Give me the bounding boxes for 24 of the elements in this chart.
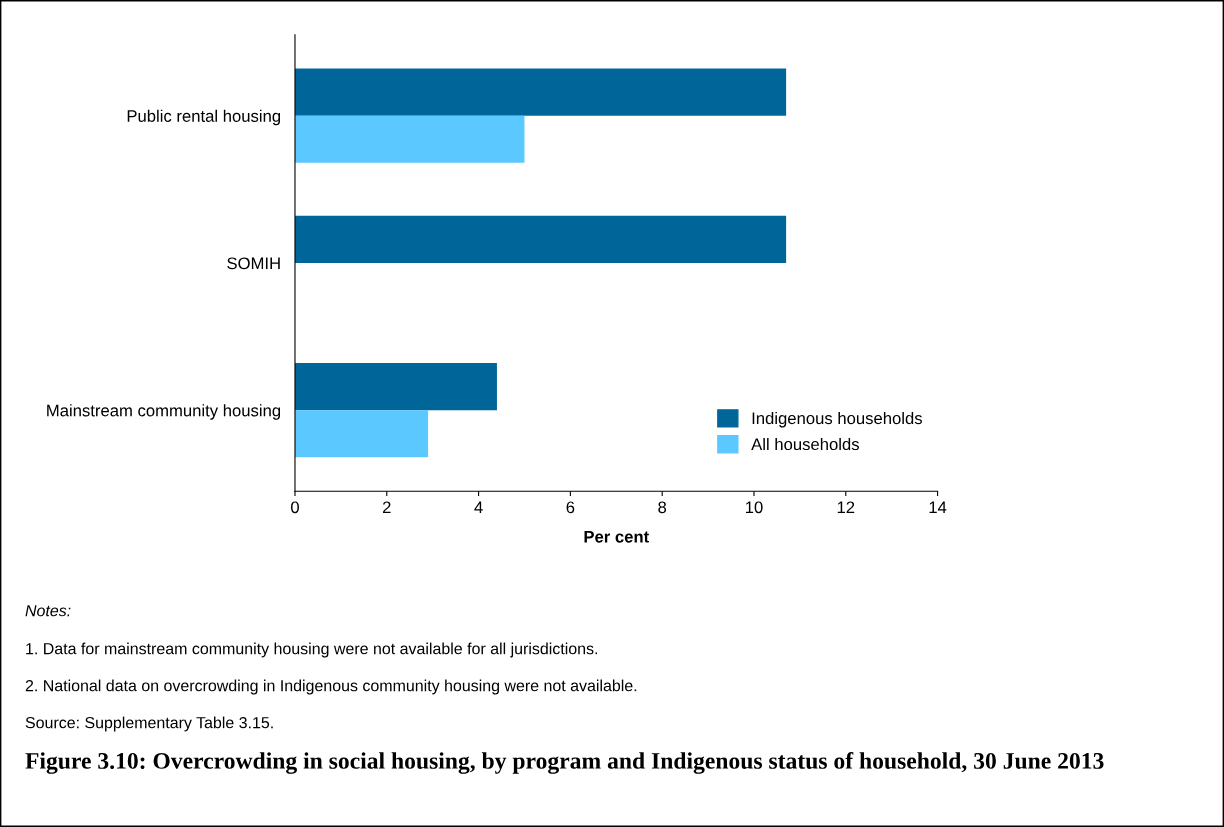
x-tick-label: 0: [291, 501, 299, 514]
bar: [294, 68, 787, 116]
text: Notes:: [25, 605, 71, 617]
y-tick-label: SOMIH: [227, 257, 280, 270]
x-tick-label: 2: [382, 501, 391, 514]
y-tick-label: Public rental housing: [127, 109, 281, 126]
legend-label: All households: [751, 437, 859, 451]
x-tick-label: 12: [837, 501, 855, 514]
text: 2. National data on overcrowding in Indigenous community housing were not available.: [25, 679, 637, 695]
bar: [294, 363, 497, 411]
bar: [294, 115, 525, 163]
x-tick-label: 10: [745, 501, 763, 514]
text: 1. Data for mainstream community housing were not available for all jurisdictions.: [26, 642, 598, 658]
x-tick-label: 6: [566, 501, 575, 514]
text: Figure 3.10: Overcrowding in social housing, by program and Indigenous status of household, 30 June 2013: [25, 752, 1104, 774]
source-note: Source: Supplementary Table 3.15.: [25, 716, 273, 732]
bar: [294, 215, 787, 263]
y-tick-label: Mainstream community housing: [47, 404, 281, 420]
bar: [294, 410, 429, 458]
x-tick-label: 8: [658, 501, 667, 514]
x-axis-title: Per cent: [584, 531, 649, 543]
legend-label: Indigenous households: [752, 411, 922, 428]
x-tick-label: 4: [474, 501, 483, 514]
x-tick-label: 14: [929, 501, 947, 514]
